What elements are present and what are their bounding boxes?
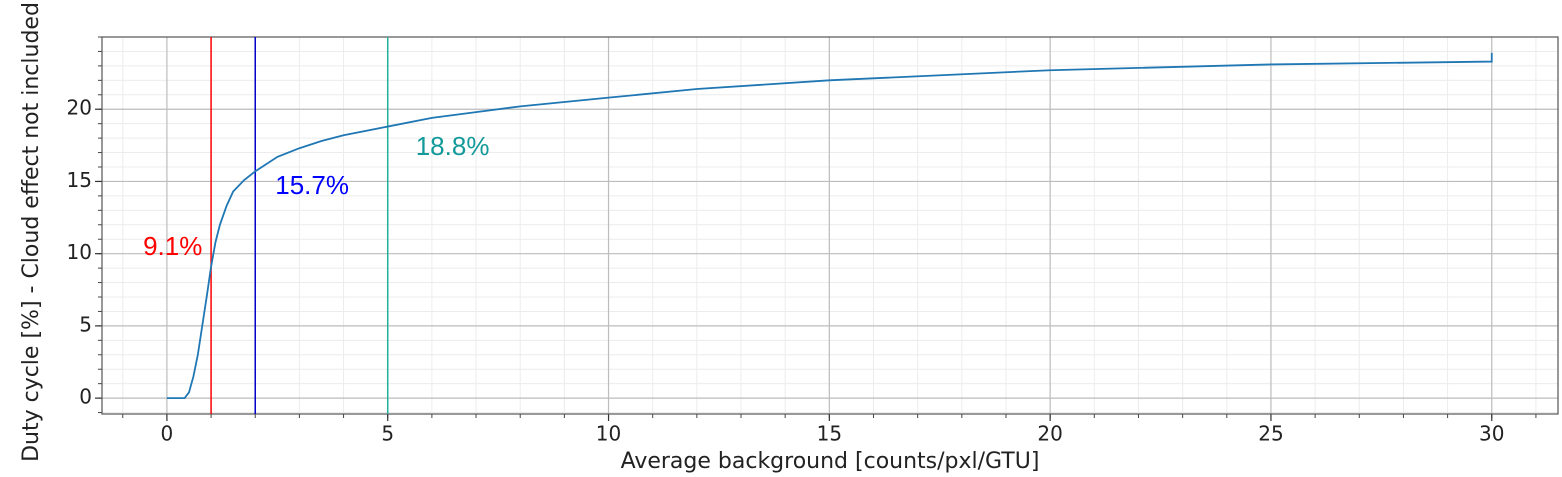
y-tick-label: 10: [67, 240, 92, 264]
x-tick-label: 15: [817, 422, 842, 446]
y-tick-label: 15: [67, 168, 92, 192]
y-tick-label: 20: [67, 96, 92, 120]
y-axis-label: Duty cycle [%] - Cloud effect not includ…: [19, 2, 44, 462]
x-tick-label: 0: [161, 422, 174, 446]
data-line: [166, 52, 1493, 400]
annotation: 18.8%: [416, 131, 490, 161]
annotation: 15.7%: [275, 170, 349, 200]
x-axis-label: Average background [counts/pxl/GTU]: [621, 449, 1040, 474]
x-tick-label: 5: [381, 422, 394, 446]
x-tick-label: 30: [1479, 422, 1504, 446]
x-tick-label: 20: [1037, 422, 1062, 446]
y-tick-label: 5: [79, 312, 92, 336]
x-tick-label: 10: [596, 422, 621, 446]
y-tick-label: 0: [79, 385, 92, 409]
x-tick-label: 25: [1258, 422, 1283, 446]
plot-frame: [101, 36, 1559, 415]
annotation: 9.1%: [143, 231, 202, 261]
